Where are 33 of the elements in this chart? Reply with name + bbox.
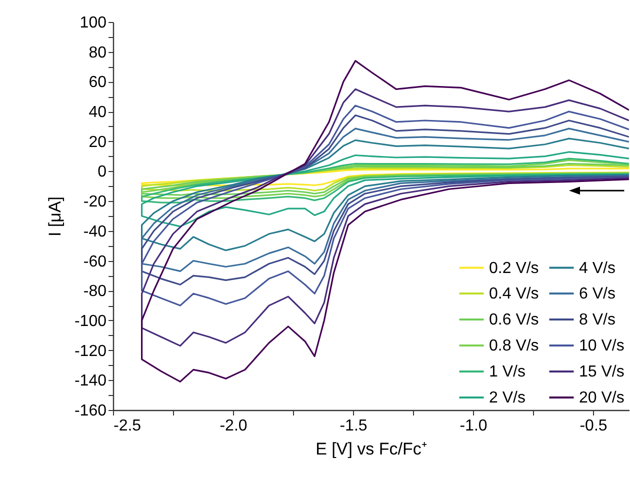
y-tick-label: -120 (74, 342, 107, 360)
legend-label: 4 V/s (579, 260, 616, 277)
y-tick-label: 100 (80, 14, 107, 32)
y-tick-label: 20 (88, 134, 107, 151)
x-tick-label: -2.0 (220, 418, 248, 434)
legend-label: 20 V/s (579, 390, 624, 406)
x-tick-label: -1.0 (460, 418, 488, 434)
legend-label: 0.6 V/s (489, 312, 539, 328)
legend-label: 0.8 V/s (489, 338, 539, 354)
legend-label: 8 V/s (579, 312, 616, 328)
legend-label: 10 V/s (579, 338, 624, 354)
y-tick-label: 60 (88, 74, 107, 92)
y-tick-label: -60 (83, 253, 107, 270)
y-tick-label: -80 (83, 283, 107, 300)
y-tick-label: -40 (83, 223, 107, 240)
x-tick-label: -1.5 (340, 418, 368, 434)
y-tick-label: 0 (98, 164, 107, 181)
legend-label: 6 V/s (579, 286, 616, 302)
y-tick-label: 40 (88, 104, 107, 122)
legend-label: 1 V/s (489, 364, 526, 380)
y-tick-label: 80 (88, 44, 107, 62)
y-tick-label: -160 (74, 402, 107, 420)
y-axis-title: I [μA] (45, 196, 64, 237)
legend-label: 2 V/s (489, 390, 526, 406)
x-tick-label: -2.5 (114, 418, 142, 434)
legend-label: 15 V/s (579, 364, 624, 380)
legend-label: 0.4 V/s (489, 286, 539, 302)
y-tick-label: -20 (83, 194, 107, 211)
y-tick-label: -140 (74, 372, 107, 390)
x-axis-title: E [V] vs Fc/Fc⁺ (316, 440, 428, 458)
x-tick-label: -0.5 (580, 418, 608, 434)
y-tick-label: -100 (74, 312, 107, 330)
legend-label: 0.2 V/s (489, 260, 539, 277)
